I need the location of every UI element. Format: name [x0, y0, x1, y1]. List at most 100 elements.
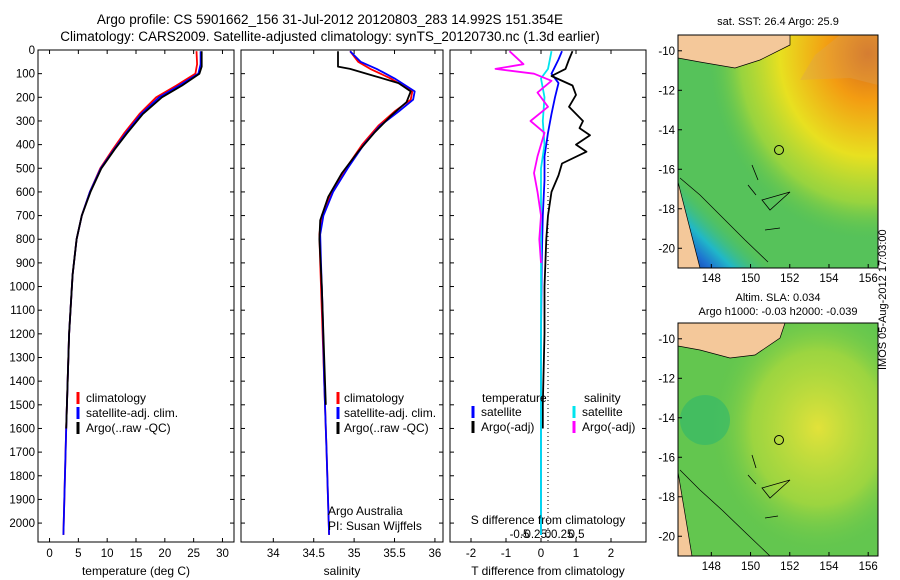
- depth-tick-label: 400: [16, 140, 35, 152]
- sst-map-image: [678, 35, 878, 268]
- lat-tick-label: -12: [658, 85, 675, 97]
- x-tick-label: -2: [466, 548, 476, 560]
- sst-map: sat. SST: 26.4 Argo: 25.9: [658, 16, 879, 285]
- lat-tick-label: -14: [658, 413, 675, 425]
- credit-pi: PI: Susan Wijffels: [328, 519, 422, 533]
- imos-timestamp: IMOS 05-Aug-2012 17:03:00: [877, 229, 889, 370]
- legend-label-t-argo: Argo(-adj): [481, 420, 534, 434]
- depth-tick-label: 500: [16, 163, 35, 175]
- salinity-x-label: salinity: [324, 564, 361, 578]
- figure-title-line1: Argo profile: CS 5901662_156 31-Jul-2012…: [96, 12, 564, 27]
- sla-map-image: [678, 323, 878, 556]
- figure-title-line2: Climatology: CARS2009. Satellite-adjuste…: [60, 29, 600, 44]
- salinity-axes-frame: [240, 49, 444, 543]
- bathymetry-contour: [679, 469, 771, 556]
- legend-title-temperature: temperature: [482, 391, 547, 405]
- t-difference-label: T difference from climatology: [471, 564, 625, 578]
- sla-low-patch: [680, 395, 730, 445]
- temperature-lines: [62, 51, 203, 535]
- s-tick-label: 0.25: [551, 529, 573, 541]
- s-tick-label: -0.5: [510, 529, 530, 541]
- x-tick-label: 5: [75, 548, 81, 560]
- lon-tick-label: 154: [819, 273, 839, 285]
- salinity-legend: climatology satellite-adj. clim. Argo(..…: [336, 391, 436, 435]
- legend-label-t-satellite: satellite: [481, 405, 522, 419]
- x-tick-label: 30: [216, 548, 229, 560]
- x-tick-label: -1: [501, 548, 511, 560]
- temperature-axes-frame: [37, 49, 235, 543]
- reef-outlines: [747, 164, 791, 231]
- lon-tick-label: 148: [702, 273, 721, 285]
- legend-label-s-satellite: satellite: [582, 405, 623, 419]
- sst-map-title: sat. SST: 26.4 Argo: 25.9: [717, 16, 839, 28]
- depth-tick-label: 1600: [9, 423, 35, 435]
- lat-tick-label: -16: [658, 164, 675, 176]
- depth-tick-label: 2000: [9, 518, 35, 530]
- land-new-guinea: [678, 35, 791, 69]
- legend-label-argo: Argo(..raw -QC): [86, 421, 171, 435]
- depth-tick-label: 1100: [10, 305, 35, 317]
- bathymetry-contour: [679, 177, 769, 263]
- legend-label-satellite: satellite-adj. clim.: [86, 406, 178, 420]
- lon-tick-label: 152: [780, 273, 799, 285]
- series-line-s-argo: [494, 50, 553, 263]
- lat-tick-label: -18: [658, 204, 675, 216]
- argo-float-marker: [774, 145, 784, 155]
- depth-tick-label: 300: [16, 116, 35, 128]
- s-tick-label: 0.5: [569, 529, 585, 541]
- salinity-panel: 34 34.5 35 35.5 36 salinity climatology sate…: [240, 49, 444, 578]
- legend-label-climatology: climatology: [344, 391, 404, 405]
- difference-x-ticks: -2 -1 0 1 2: [466, 50, 614, 560]
- lon-tick-label: 148: [702, 561, 721, 573]
- x-tick-label: 0: [46, 548, 52, 560]
- difference-s-ticks: -0.5-0.250 0.250.5: [510, 529, 585, 541]
- difference-lines: [494, 50, 591, 535]
- depth-tick-label: 1900: [9, 494, 35, 506]
- legend-title-salinity: salinity: [584, 391, 621, 405]
- lat-tick-label: -14: [658, 125, 675, 137]
- sla-map-title1: Altim. SLA: 0.034: [736, 292, 821, 304]
- lon-tick-label: 150: [741, 561, 760, 573]
- depth-tick-label: 1300: [9, 353, 35, 365]
- lon-tick-label: 152: [780, 561, 799, 573]
- x-tick-label: 20: [158, 548, 171, 560]
- temperature-x-label: temperature (deg C): [82, 564, 190, 578]
- difference-panel: -2 -1 0 1 2 -0.5-0.250 0.250.5 S difference f…: [449, 49, 647, 578]
- salinity-lines: [318, 50, 416, 535]
- series-line-t-argo: [541, 50, 591, 429]
- depth-tick-label: 1200: [9, 329, 35, 341]
- depth-tick-label: 800: [16, 234, 35, 246]
- depth-tick-label: 1400: [9, 376, 35, 388]
- sla-map-title2: Argo h1000: -0.03 h2000: -0.039: [698, 306, 857, 318]
- depth-tick-label: 200: [16, 92, 35, 104]
- sla-map: Altim. SLA: 0.034 Argo h1000: -0.03 h200…: [658, 292, 879, 573]
- lat-tick-label: -10: [658, 46, 675, 58]
- land-australia: [678, 181, 701, 268]
- sla-map-ticks: 148 150 152 154 156 -10 -12 -14 -16 -18 -20: [658, 334, 877, 573]
- x-tick-label: 34: [267, 548, 280, 560]
- difference-legend: temperature salinity satellite Argo(-adj…: [471, 391, 635, 434]
- depth-tick-label: 0: [29, 45, 35, 57]
- x-tick-label: 25: [187, 548, 200, 560]
- temperature-panel: 0100200300400500600700800900100011001200…: [9, 45, 235, 578]
- lat-tick-label: -12: [658, 373, 675, 385]
- legend-label-argo: Argo(..raw -QC): [344, 421, 429, 435]
- x-tick-label: 15: [130, 548, 143, 560]
- depth-tick-label: 1500: [9, 400, 35, 412]
- salinity-x-ticks: 34 34.5 35 35.5 36: [267, 50, 441, 560]
- legend-label-s-argo: Argo(-adj): [582, 420, 635, 434]
- difference-depth-ticks: [450, 49, 646, 524]
- legend-label-climatology: climatology: [86, 391, 146, 405]
- depth-axis-ticks: 0 100 200 300 400 500 600 700 800 900 1000 1100 1200…: [9, 45, 234, 530]
- lat-tick-label: -10: [658, 334, 675, 346]
- sst-warm-patch: [800, 35, 878, 85]
- x-tick-label: 34.5: [303, 548, 325, 560]
- depth-tick-label: 1700: [9, 447, 35, 459]
- depth-tick-label: 1000: [9, 282, 35, 294]
- reef-outlines: [747, 454, 791, 519]
- lon-tick-label: 156: [859, 561, 878, 573]
- depth-tick-label: 1800: [9, 471, 35, 483]
- depth-tick-label: 900: [16, 258, 35, 270]
- x-tick-label: 10: [101, 548, 114, 560]
